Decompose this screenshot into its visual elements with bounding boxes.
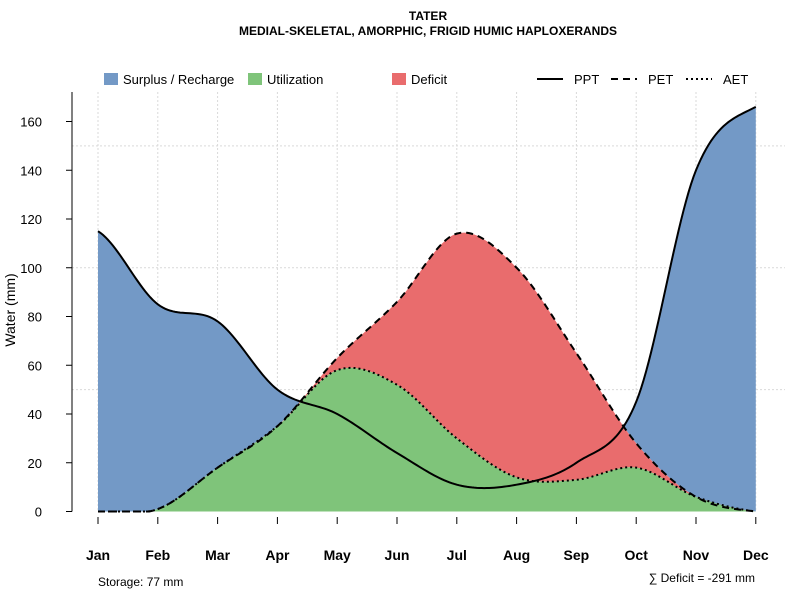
deficit-note: ∑ Deficit = -291 mm <box>649 571 755 585</box>
chart-subtitle: MEDIAL-SKELETAL, AMORPHIC, FRIGID HUMIC … <box>239 24 617 38</box>
area-utilization <box>98 367 756 512</box>
x-tick-label: Apr <box>265 547 290 563</box>
y-tick-label: 0 <box>35 505 42 520</box>
x-tick-label: Nov <box>683 547 710 563</box>
x-tick-label: Mar <box>205 547 230 563</box>
y-tick-label: 20 <box>28 456 42 471</box>
series-line-aet <box>97 366 756 513</box>
chart-title: TATER <box>409 9 448 23</box>
y-tick-label: 120 <box>20 212 42 227</box>
legend-label-surplus: Surplus / Recharge <box>123 72 234 87</box>
x-tick-label: Dec <box>743 547 769 563</box>
legend-label-ppt: PPT <box>574 72 599 87</box>
y-tick-label: 160 <box>20 115 42 130</box>
legend-label-deficit: Deficit <box>411 72 448 87</box>
y-tick-label: 60 <box>28 358 42 373</box>
x-tick-label: May <box>324 547 351 563</box>
legend-swatch-surplus <box>104 73 118 85</box>
y-axis-label: Water (mm) <box>2 273 18 346</box>
axes: 0 20 40 60 80 100 120 140 160 Jan Feb Mar Apr May Jun J… <box>20 92 769 563</box>
x-tick-label: Jun <box>385 547 410 563</box>
x-tick-label: Jan <box>86 547 110 563</box>
y-tick-label: 40 <box>28 407 42 422</box>
y-tick-label: 100 <box>20 261 42 276</box>
legend-label-utilization: Utilization <box>267 72 323 87</box>
area-surplus <box>98 106 756 512</box>
legend-label-pet: PET <box>648 72 673 87</box>
x-tick-label: Aug <box>503 547 530 563</box>
legend: Surplus / Recharge Utilization Deficit P… <box>104 72 748 87</box>
x-tick-label: Jul <box>447 547 467 563</box>
legend-swatch-deficit <box>392 73 406 85</box>
y-tick-label: 140 <box>20 163 42 178</box>
y-tick-label: 80 <box>28 310 42 325</box>
series-line-ppt <box>97 105 757 490</box>
series-lines <box>97 105 757 513</box>
storage-note: Storage: 77 mm <box>98 575 183 589</box>
x-tick-label: Feb <box>145 547 170 563</box>
area-deficit <box>98 232 756 512</box>
legend-label-aet: AET <box>723 72 748 87</box>
x-tick-label: Oct <box>625 547 649 563</box>
area-fills <box>98 106 756 512</box>
x-tick-label: Sep <box>564 547 590 563</box>
legend-swatch-utilization <box>248 73 262 85</box>
